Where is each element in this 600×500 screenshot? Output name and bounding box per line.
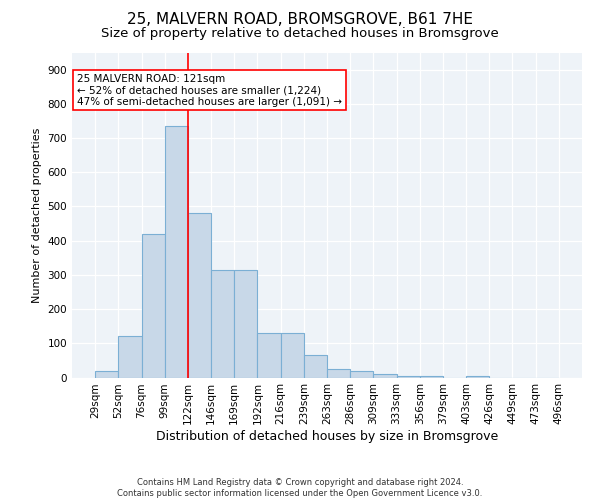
Text: Size of property relative to detached houses in Bromsgrove: Size of property relative to detached ho… (101, 28, 499, 40)
Bar (304, 356, 327, 378)
Bar (397, 376, 420, 378)
Text: Contains HM Land Registry data © Crown copyright and database right 2024.
Contai: Contains HM Land Registry data © Crown c… (118, 478, 482, 498)
Bar (466, 376, 489, 378)
X-axis label: Distribution of detached houses by size in Bromsgrove: Distribution of detached houses by size … (156, 430, 498, 443)
Bar (211, 270, 234, 378)
Y-axis label: Number of detached properties: Number of detached properties (32, 128, 42, 302)
Bar (234, 270, 257, 378)
Bar (118, 336, 142, 378)
Bar (327, 369, 350, 378)
Text: 25 MALVERN ROAD: 121sqm
← 52% of detached houses are smaller (1,224)
47% of semi: 25 MALVERN ROAD: 121sqm ← 52% of detache… (77, 74, 342, 107)
Bar (257, 333, 281, 378)
Bar (420, 376, 443, 378)
Bar (142, 234, 165, 378)
Bar (350, 370, 373, 378)
Bar (165, 126, 188, 378)
Bar (188, 214, 211, 378)
Bar (281, 333, 304, 378)
Bar (373, 374, 397, 378)
Text: 25, MALVERN ROAD, BROMSGROVE, B61 7HE: 25, MALVERN ROAD, BROMSGROVE, B61 7HE (127, 12, 473, 28)
Bar (95, 370, 118, 378)
